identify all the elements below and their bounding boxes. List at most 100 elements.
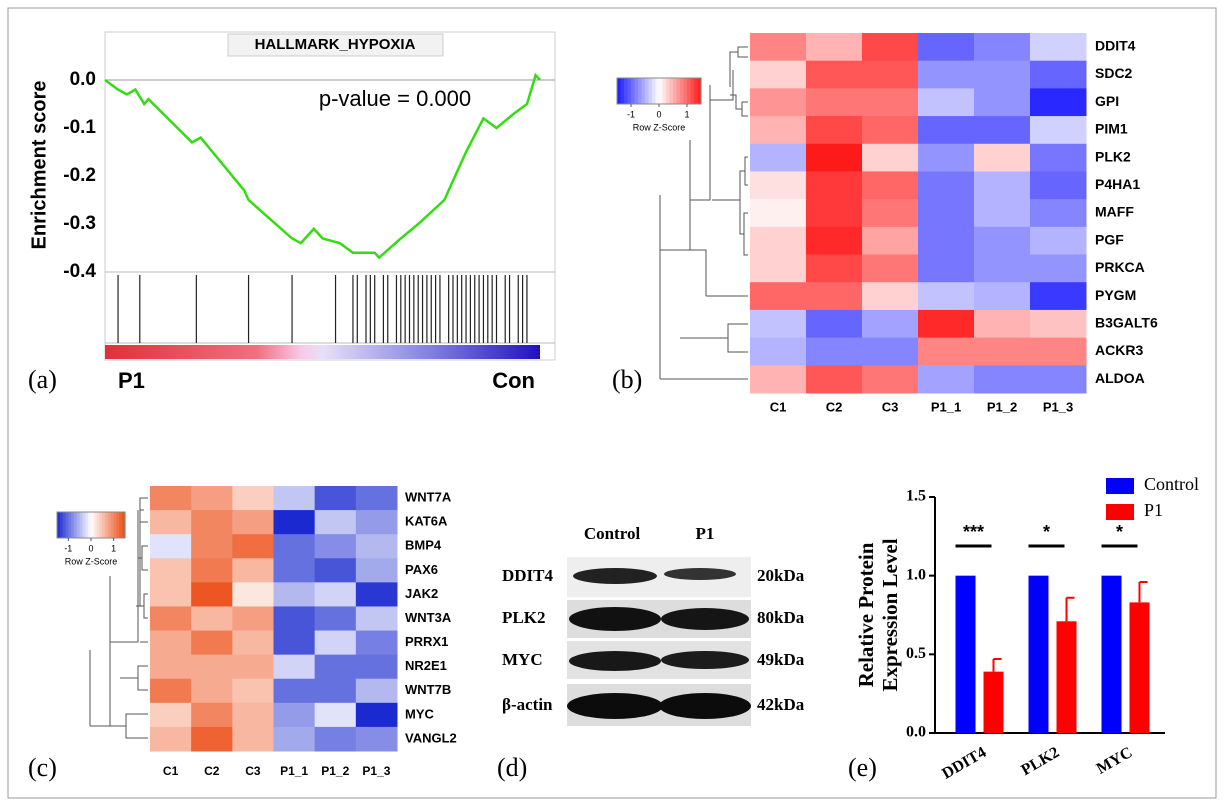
row-label: VANGL2 [405, 730, 457, 745]
key-swatch [649, 78, 653, 104]
row-label: PIM1 [1095, 121, 1128, 137]
heat-cell [862, 310, 919, 338]
heat-cell [150, 486, 192, 511]
row-label: ALDOA [1095, 370, 1145, 386]
x-tick-label: MYC [1094, 744, 1136, 778]
heat-cell [150, 558, 192, 583]
key-swatch [673, 78, 677, 104]
heat-cell [315, 606, 357, 631]
legend-label: Control [1144, 474, 1199, 494]
heat-cell [918, 199, 975, 227]
heat-cell [918, 144, 975, 172]
row-label: B3GALT6 [1095, 314, 1158, 330]
heat-cell [862, 365, 919, 393]
heat-cell [232, 703, 274, 728]
blot-column: P1 [696, 524, 715, 543]
heat-cell [191, 631, 233, 656]
row-label: P4HA1 [1095, 176, 1140, 192]
heat-cell [862, 61, 919, 89]
key-tick-label: 1 [111, 543, 116, 553]
heat-cell [150, 727, 192, 752]
significance: * [1116, 522, 1123, 542]
heat-cell [862, 144, 919, 172]
heat-cell [232, 534, 274, 559]
key-swatch [684, 78, 688, 104]
heat-cell [806, 199, 863, 227]
legend-swatch [1106, 478, 1134, 494]
row-label: PYGM [1095, 287, 1136, 303]
column-label: C2 [826, 399, 843, 414]
y-tick-label: 1.5 [906, 488, 926, 505]
heat-cell [806, 338, 863, 366]
heat-cell [806, 310, 863, 338]
heat-cell [1030, 365, 1087, 393]
key-tick-label: -1 [627, 109, 635, 119]
heat-cell [1030, 116, 1087, 144]
key-swatch [677, 78, 681, 104]
x-tick-label: PLK2 [1018, 744, 1062, 779]
row-label: PLK2 [1095, 148, 1131, 164]
y-tick-label: 1.0 [906, 566, 926, 583]
heat-cell [150, 510, 192, 535]
key-swatch [628, 78, 632, 104]
key-swatch [666, 78, 670, 104]
key-tick-label: 0 [88, 543, 93, 553]
key-title: Row Z-Score [65, 556, 118, 566]
legend-swatch [1106, 504, 1134, 520]
heat-cell [806, 144, 863, 172]
key-swatch [624, 78, 628, 104]
heat-cell [356, 606, 398, 631]
heat-cell [315, 655, 357, 680]
heat-cell [274, 534, 316, 559]
phenotype-label: P1 [118, 368, 145, 393]
column-label: P1_2 [987, 399, 1017, 414]
heat-cell [1030, 255, 1087, 283]
row-label: MAFF [1095, 204, 1134, 220]
heat-cell [356, 631, 398, 656]
heat-cell [150, 655, 192, 680]
key-swatch [694, 78, 698, 104]
heat-cell [750, 365, 807, 393]
heat-cell [918, 227, 975, 255]
heat-cell [1030, 199, 1087, 227]
heat-cell [1030, 227, 1087, 255]
heat-cell [232, 582, 274, 607]
heat-cell [974, 116, 1031, 144]
blot-column: Control [584, 524, 641, 543]
row-label: MYC [405, 706, 435, 721]
heat-cell [862, 171, 919, 199]
heat-cell [315, 534, 357, 559]
heat-cell [150, 631, 192, 656]
heat-cell [1030, 33, 1087, 61]
row-label: SDC2 [1095, 65, 1133, 81]
heat-cell [918, 282, 975, 310]
y-tick-label: 0.5 [906, 645, 926, 662]
heat-cell [974, 255, 1031, 283]
heat-cell [974, 171, 1031, 199]
heat-cell [750, 282, 807, 310]
heat-cell [232, 486, 274, 511]
key-tick-label: 1 [684, 109, 689, 119]
heat-cell [232, 679, 274, 704]
heat-cell [974, 199, 1031, 227]
heat-cell [356, 655, 398, 680]
heat-cell [806, 255, 863, 283]
heat-cell [862, 255, 919, 283]
key-swatch [645, 78, 649, 104]
heat-cell [750, 255, 807, 283]
heat-cell [315, 510, 357, 535]
y-tick-label: 0.0 [70, 69, 96, 90]
bar [1102, 576, 1122, 733]
row-label: WNT7B [405, 682, 451, 697]
significance: *** [963, 522, 984, 542]
heat-cell [191, 510, 233, 535]
heat-cell [274, 582, 316, 607]
blot [567, 557, 751, 726]
heat-cell [1030, 61, 1087, 89]
heat-cell [918, 255, 975, 283]
heat-cell [974, 282, 1031, 310]
key-swatch [656, 78, 660, 104]
heat-cell [862, 338, 919, 366]
heat-cell [750, 88, 807, 116]
heat-cell [150, 703, 192, 728]
